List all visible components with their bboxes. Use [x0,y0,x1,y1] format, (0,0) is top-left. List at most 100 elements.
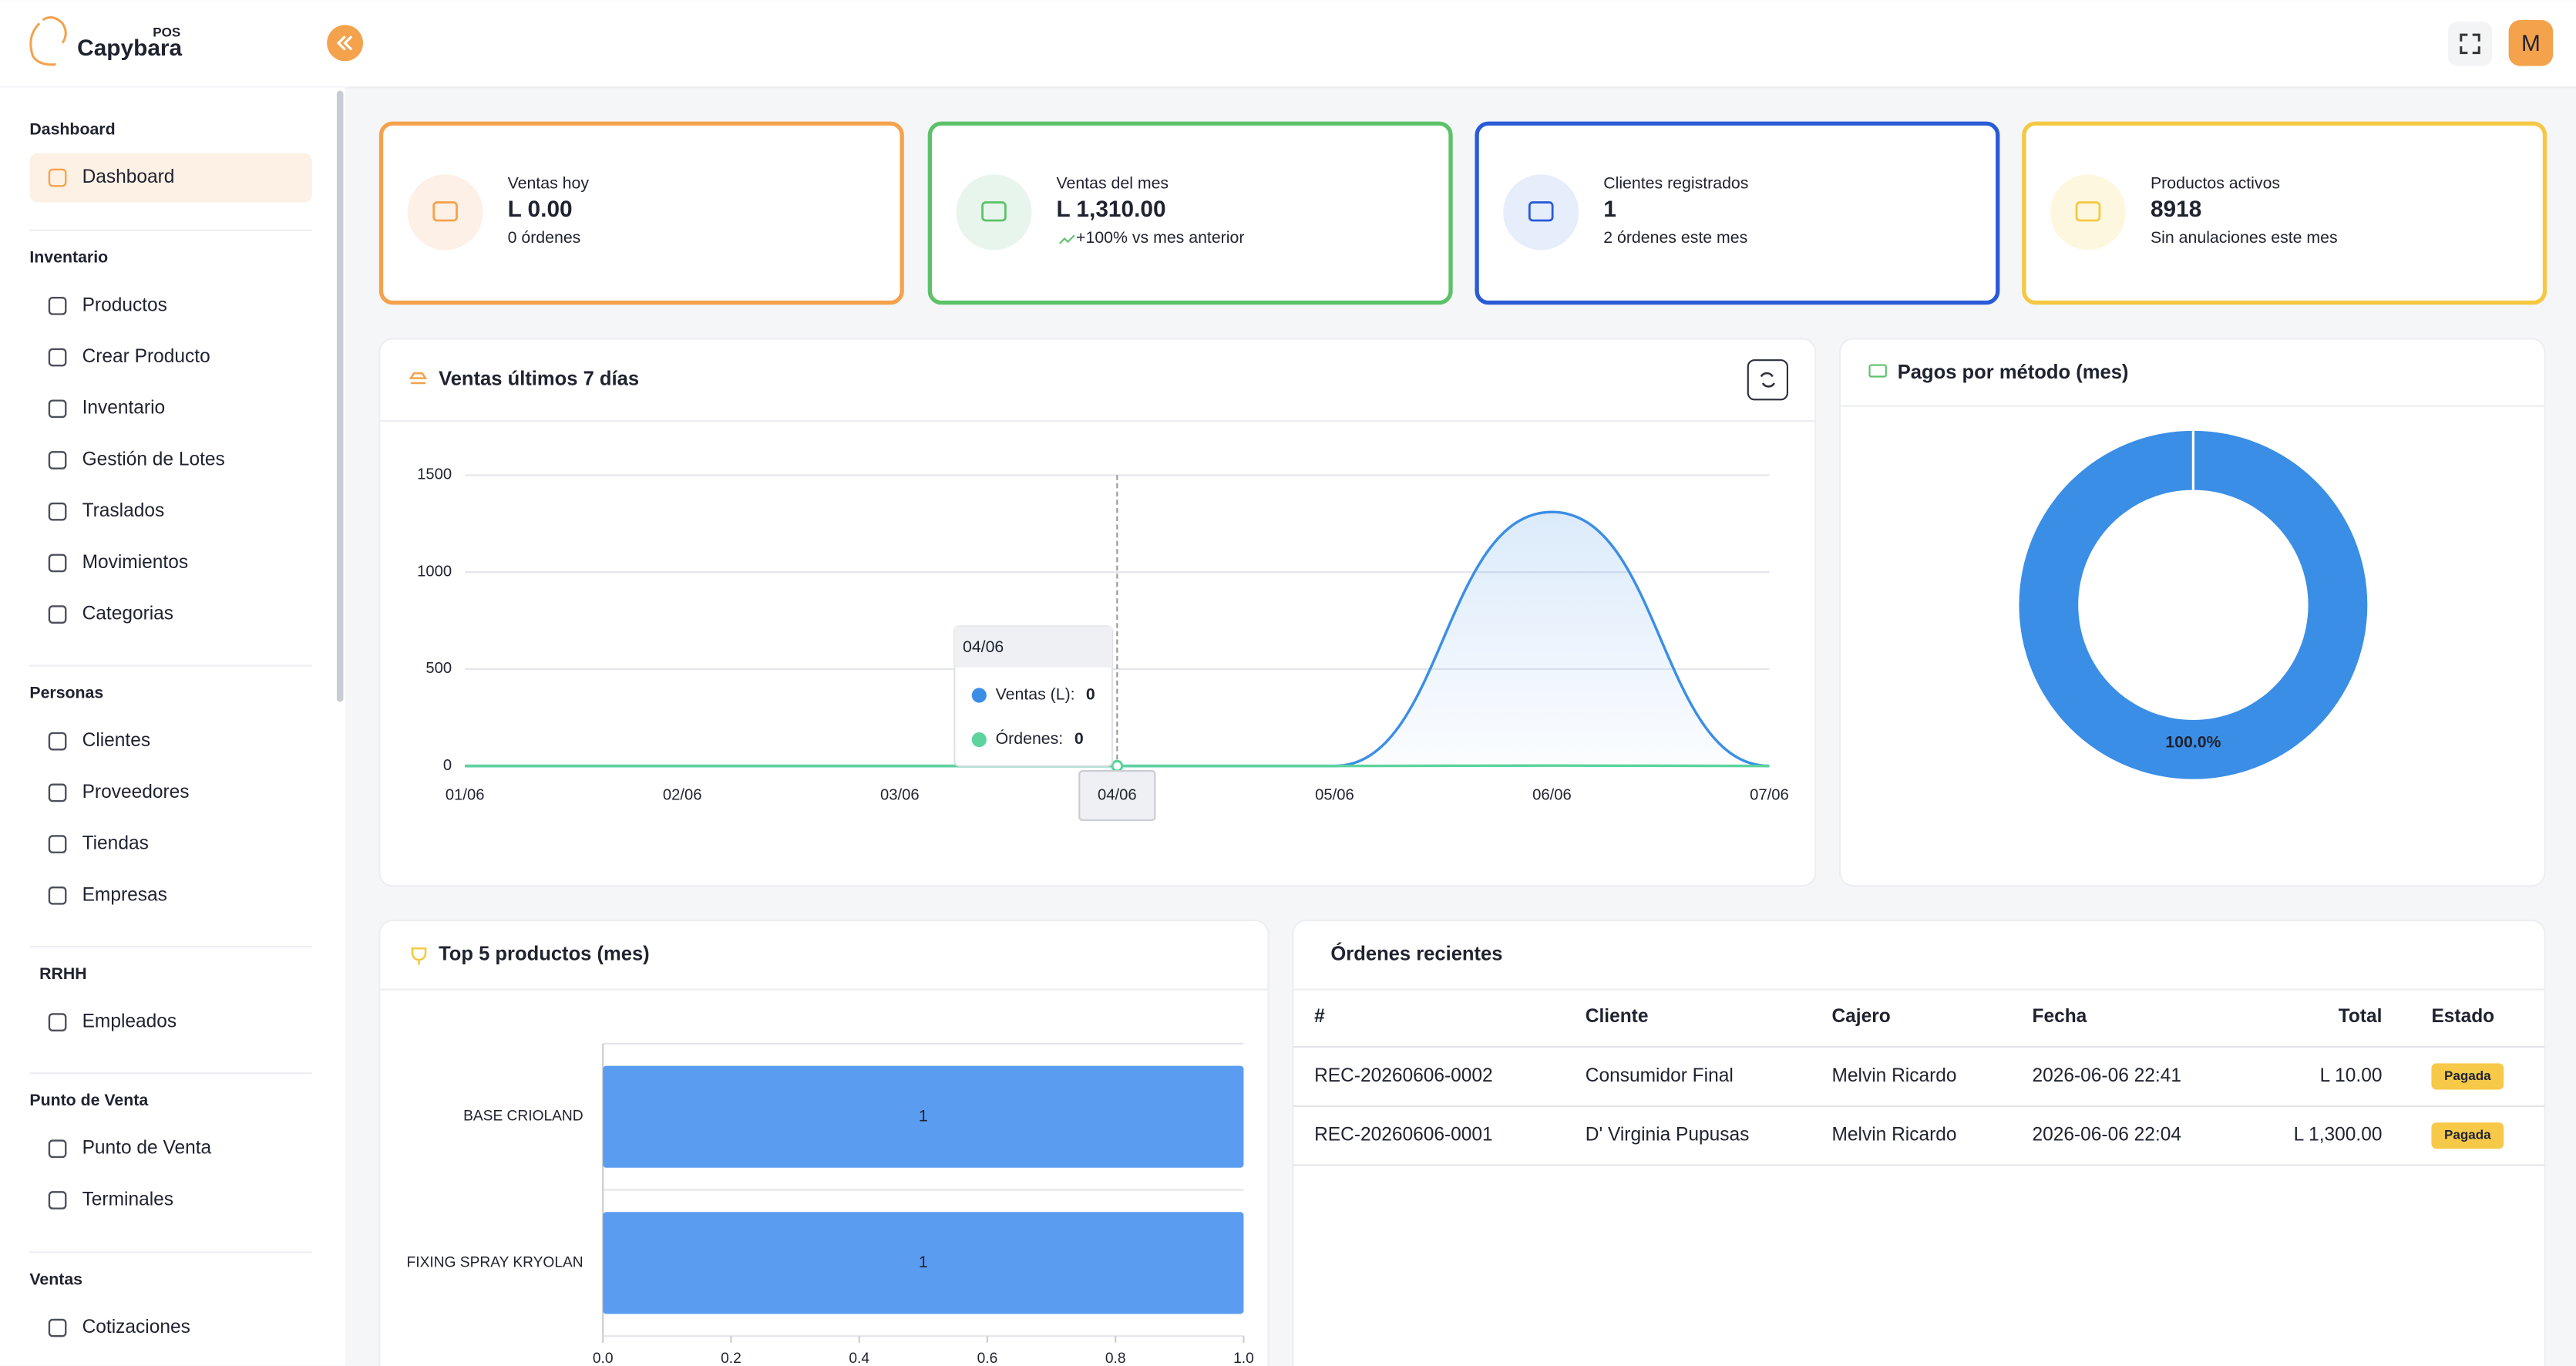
payments-card [1839,338,2546,887]
menu-label[interactable]: Tiendas [82,833,149,854]
crosshair-label: 04/06 [1098,786,1137,803]
menu-item[interactable]: Inventario [48,398,166,419]
menu-label[interactable]: Inventario [82,398,166,419]
kpi-icon-bg [1503,174,1579,251]
logo-tag: POS [153,25,180,40]
table-cell[interactable]: REC-20260606-0002 [1314,1065,1493,1086]
menu-label[interactable]: Cotizaciones [82,1317,190,1337]
refresh-button[interactable] [1747,359,1789,401]
x-tick-label: 03/06 [880,786,920,803]
section-title: RRHH [39,964,87,983]
kpi-label: Ventas hoy [508,174,590,193]
kpi-icon-bg [407,174,483,251]
menu-label[interactable]: Traslados [82,500,165,521]
table-cell: Melvin Ricardo [1831,1065,1956,1086]
menu-label[interactable]: Empleados [82,1011,177,1032]
pie-slice [2019,430,2368,779]
section-title: Punto de Venta [29,1091,148,1109]
menu-label[interactable]: Punto de Venta [82,1138,212,1159]
menu-label[interactable]: Movimientos [82,552,189,573]
menu-item[interactable]: Categorias [48,604,173,624]
section-title: Ventas [29,1270,82,1288]
tooltip-value: 0 [1074,729,1084,748]
kpi-value: 8918 [2151,197,2201,222]
table-cell: L 10.00 [2320,1065,2383,1086]
column-header: Total [2339,1006,2383,1027]
sales-icon [409,372,428,385]
x-tick-label: 0.2 [721,1351,742,1366]
tooltip-title: 04/06 [963,638,1004,656]
bar [603,1212,1244,1314]
menu-item[interactable]: Gestión de Lotes [48,449,225,469]
orders-card [1292,919,2546,1366]
column-header: Cajero [1831,1006,1890,1027]
menu-icon [48,451,67,469]
y-tick-label: 1500 [417,466,452,483]
collapse-icon [336,35,353,51]
avatar-bg[interactable] [2508,19,2554,66]
menu-item[interactable]: Traslados [48,500,165,521]
menu-label[interactable]: Dashboard [82,167,175,187]
menu-item[interactable]: Terminales [48,1189,173,1210]
column-header: # [1314,1006,1325,1027]
menu-label[interactable]: Terminales [82,1189,173,1210]
menu-icon [48,1191,67,1210]
menu-item[interactable]: Cotizaciones [48,1317,190,1337]
section-title: Inventario [29,248,108,267]
menu-item-active-bg[interactable] [29,153,312,203]
menu-icon [48,553,67,573]
avatar[interactable]: M [2508,19,2554,66]
menu-item[interactable]: Punto de Venta [48,1138,212,1159]
menu-item[interactable]: Dashboard [29,153,312,203]
fullscreen-button[interactable] [2447,22,2493,66]
menu-item[interactable]: Clientes [48,730,151,751]
fullscreen-bg[interactable] [2447,22,2493,66]
refresh-bg[interactable] [1747,359,1789,401]
column-header: Estado [2431,1006,2494,1027]
menu-label[interactable]: Crear Producto [82,346,210,367]
menu-item[interactable]: Tiendas [48,833,149,854]
menu-item[interactable]: Productos [48,294,167,315]
menu-item[interactable]: Proveedores [48,782,190,802]
kpi-note: 0 órdenes [508,228,581,247]
kpi-card [378,121,904,305]
fullscreen-icon [2460,33,2480,55]
menu-item[interactable]: Movimientos [48,552,189,573]
tooltip-header-bg [954,626,1112,668]
x-tick-label: 05/06 [1315,786,1354,803]
menu-label[interactable]: Gestión de Lotes [82,449,225,469]
sidebar [0,87,345,1366]
x-tick-label: 1.0 [1233,1351,1254,1366]
kpi-value: L 0.00 [508,197,573,222]
menu-label[interactable]: Clientes [82,730,151,751]
menu-icon [48,886,67,905]
menu-label[interactable]: Proveedores [82,782,190,802]
table-cell: L 1,300.00 [2294,1125,2383,1146]
payments-title: Pagos por método (mes) [1898,362,2129,383]
menu-item[interactable]: Empresas [48,884,167,905]
collapse-button[interactable] [327,25,364,62]
kpi-card [1475,121,2000,305]
sidebar-scrollbar [336,90,344,702]
tooltip-value: 0 [1086,685,1095,704]
menu-label[interactable]: Productos [82,294,167,315]
menu-label[interactable]: Categorias [82,604,173,624]
status-label: Pagada [2444,1068,2491,1083]
sidebar-menu: Dashboard Dashboard Inventario Productos Cre… [29,119,312,1337]
menu-item[interactable]: Crear Producto [48,346,210,367]
status-label: Pagada [2444,1128,2491,1142]
x-tick-label: 0.6 [977,1351,998,1366]
menu-icon [48,297,67,315]
bar-label: 1 [919,1106,928,1125]
table-cell[interactable]: REC-20260606-0001 [1314,1125,1493,1146]
sales-title: Ventas últimos 7 días [439,368,639,390]
table-cell: Melvin Ricardo [1831,1125,1956,1146]
kpi-card [927,121,1453,305]
kpi-note: Sin anulaciones este mes [2151,228,2338,247]
payments-icon [1868,364,1887,378]
menu-label[interactable]: Empresas [82,884,167,905]
refresh-icon [1760,372,1776,388]
y-tick-label: 0 [443,757,452,774]
menu-item[interactable]: Empleados [48,1011,177,1032]
